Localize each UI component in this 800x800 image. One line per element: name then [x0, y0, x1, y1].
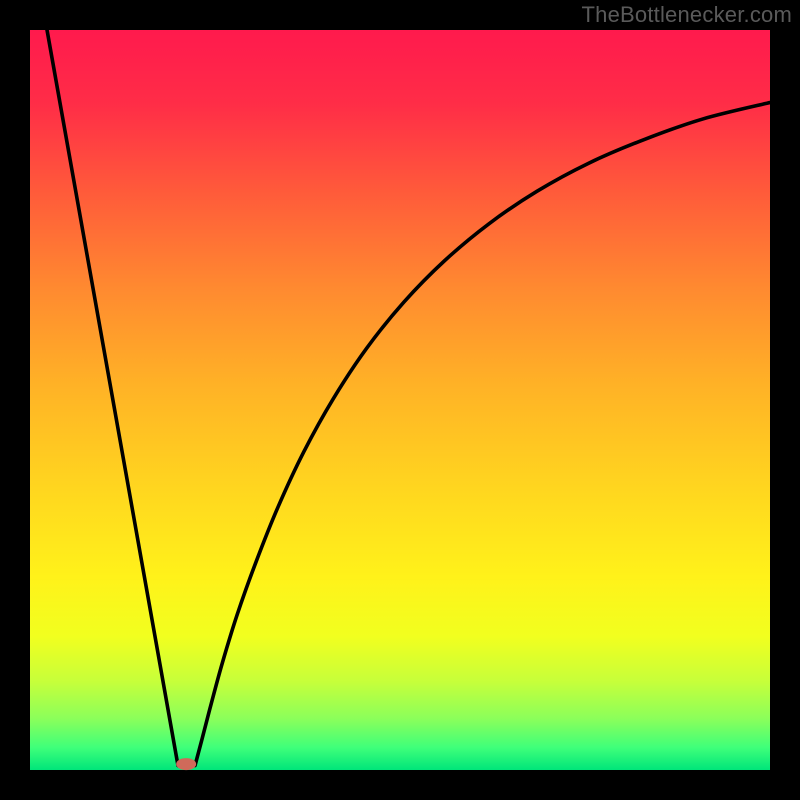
- optimum-marker: [176, 758, 196, 770]
- plot-background-gradient: [30, 30, 770, 770]
- bottleneck-chart: [0, 0, 800, 800]
- watermark-label: TheBottlenecker.com: [582, 2, 792, 28]
- chart-container: TheBottlenecker.com: [0, 0, 800, 800]
